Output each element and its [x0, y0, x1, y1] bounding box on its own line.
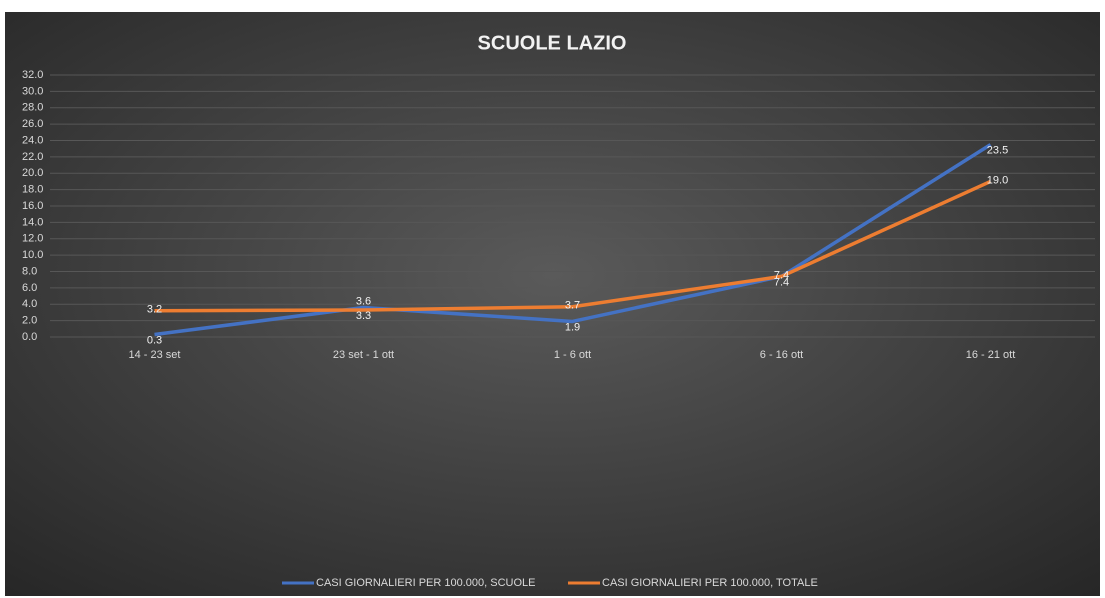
data-label: 3.2: [147, 304, 162, 316]
y-tick-label: 28.0: [22, 102, 43, 114]
data-label: 7.4: [774, 276, 789, 288]
legend-label: CASI GIORNALIERI PER 100.000, TOTALE: [602, 577, 818, 589]
data-label: 23.5: [987, 145, 1008, 157]
series-line: [154, 143, 992, 337]
y-tick-label: 10.0: [22, 249, 43, 261]
y-tick-label: 18.0: [22, 184, 43, 196]
y-tick-label: 30.0: [22, 85, 43, 97]
y-tick-label: 24.0: [22, 134, 43, 146]
data-label: 1.9: [565, 321, 580, 333]
y-tick-label: 16.0: [22, 200, 43, 212]
y-tick-label: 4.0: [22, 298, 37, 310]
y-tick-label: 20.0: [22, 167, 43, 179]
data-label: 7.4: [774, 269, 789, 281]
x-tick-label: 23 set - 1 ott: [333, 349, 394, 361]
y-tick-label: 6.0: [22, 282, 37, 294]
y-tick-label: 32.0: [22, 69, 43, 81]
legend-label: CASI GIORNALIERI PER 100.000, SCUOLE: [316, 577, 535, 589]
x-tick-label: 1 - 6 ott: [554, 349, 591, 361]
y-tick-label: 2.0: [22, 315, 37, 327]
y-tick-label: 0.0: [22, 331, 37, 343]
data-label: 3.7: [565, 300, 580, 312]
data-label: 0.3: [147, 334, 162, 346]
y-tick-label: 26.0: [22, 118, 43, 130]
y-tick-label: 8.0: [22, 265, 37, 277]
data-label: 19.0: [987, 174, 1008, 186]
y-tick-label: 14.0: [22, 216, 43, 228]
x-tick-label: 16 - 21 ott: [966, 349, 1016, 361]
x-tick-label: 14 - 23 set: [129, 349, 181, 361]
y-tick-label: 22.0: [22, 151, 43, 163]
data-label: 3.3: [356, 310, 371, 322]
y-tick-label: 12.0: [22, 233, 43, 245]
series-line: [154, 179, 992, 313]
x-tick-label: 6 - 16 ott: [760, 349, 803, 361]
data-label: 3.6: [356, 295, 371, 307]
chart-title: SCUOLE LAZIO: [478, 32, 627, 54]
